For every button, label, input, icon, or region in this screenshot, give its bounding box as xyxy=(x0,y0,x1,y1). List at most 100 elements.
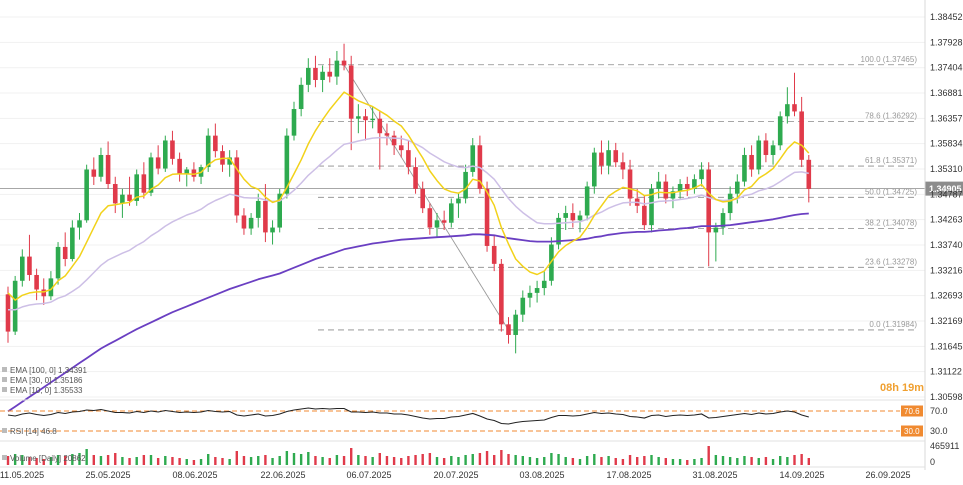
candle-body xyxy=(749,154,754,170)
volume-bar xyxy=(257,456,260,465)
rsi-panel: 70.6 30.0 70.0 30.0 RSI [14] 46.8 xyxy=(0,399,948,437)
candle-body xyxy=(627,169,633,199)
volume-bar xyxy=(493,455,496,465)
candle-body xyxy=(756,140,762,170)
volume-bar xyxy=(450,456,453,465)
y-tick-label: 1.32169 xyxy=(930,316,963,326)
candle-body xyxy=(184,169,190,175)
volume-bar xyxy=(550,453,553,465)
candle-body xyxy=(5,294,11,332)
volume-bar xyxy=(128,458,131,465)
volume-bar xyxy=(142,455,146,465)
candle-body xyxy=(298,84,304,110)
candle-body xyxy=(692,179,697,189)
volume-bar xyxy=(650,455,653,465)
volume-bar xyxy=(371,457,374,465)
volume-bar xyxy=(728,457,732,465)
volume-panel: 465911 0 Volume [Daily] 20862 xyxy=(0,440,959,467)
volume-bar xyxy=(357,455,360,465)
candle-body xyxy=(441,220,447,223)
legend-entry: EMA [100, 0] 1.34391 xyxy=(10,366,87,375)
rsi-level-label: 70.6 xyxy=(904,407,920,416)
volume-bar xyxy=(750,457,753,465)
volume-bar xyxy=(35,458,38,465)
candle-body xyxy=(434,220,440,228)
candle-body xyxy=(720,213,726,228)
candle-body xyxy=(41,289,47,297)
candle-body xyxy=(348,65,354,119)
fib-level-label: 78.6 (1.36292) xyxy=(865,112,917,121)
x-tick-label: 31.08.2025 xyxy=(692,470,737,480)
rsi-legend-label: RSI [14] 46.8 xyxy=(10,427,57,436)
candle-body xyxy=(77,220,82,228)
volume-bar xyxy=(285,451,289,465)
volume-bar xyxy=(521,456,524,465)
candle-body xyxy=(677,184,683,192)
candle-body xyxy=(34,274,39,290)
volume-bar xyxy=(106,455,110,465)
volume-bar xyxy=(149,455,153,465)
candle-body xyxy=(327,71,333,77)
volume-bar xyxy=(636,457,639,465)
y-tick-label: 1.36357 xyxy=(930,113,963,123)
volume-bar xyxy=(28,457,31,465)
volume-bar xyxy=(335,455,339,465)
volume-bar xyxy=(121,457,124,465)
volume-bar xyxy=(543,457,546,465)
candle-body xyxy=(556,217,561,245)
y-tick-label: 1.30598 xyxy=(930,392,963,402)
candle-body xyxy=(456,198,461,204)
volume-bar xyxy=(400,458,403,465)
volume-bar xyxy=(657,457,660,465)
x-tick-label: 08.06.2025 xyxy=(172,470,217,480)
ema-lines xyxy=(7,91,810,413)
candle-body xyxy=(163,140,168,169)
volume-legend-label: Volume [Daily] 20862 xyxy=(10,454,86,463)
candle-body xyxy=(384,133,390,136)
candle-body xyxy=(141,174,147,193)
rsi-tick-label: 30.0 xyxy=(930,426,948,436)
current-price-line: 1.34905 xyxy=(0,181,963,196)
fib-level-label: 38.2 (1.34078) xyxy=(865,219,917,228)
volume-bar xyxy=(56,455,60,465)
y-tick-label: 1.35834 xyxy=(930,139,963,149)
fibonacci-trendline xyxy=(343,64,509,331)
candle-body xyxy=(577,215,583,221)
y-tick-label: 1.37928 xyxy=(930,37,963,47)
volume-bar xyxy=(786,457,789,465)
volume-bar xyxy=(64,456,67,465)
volume-bar xyxy=(214,457,217,465)
candle-body xyxy=(84,169,89,221)
candle-body xyxy=(491,245,497,264)
legend-checkbox xyxy=(2,387,7,392)
candle-body xyxy=(420,188,425,209)
volume-bar xyxy=(743,456,746,465)
y-tick-label: 1.32693 xyxy=(930,291,963,301)
volume-bar xyxy=(714,455,718,465)
candle-body xyxy=(713,227,719,233)
fib-level-label: 23.6 (1.33278) xyxy=(865,257,917,266)
candle-body xyxy=(112,184,118,204)
candle-body xyxy=(777,116,783,146)
candle-body xyxy=(806,159,812,189)
volume-bar xyxy=(485,451,489,465)
y-tick-label: 1.33740 xyxy=(930,240,963,250)
volume-bar xyxy=(621,459,625,465)
candle-body xyxy=(742,154,747,182)
candle-body xyxy=(191,169,197,177)
volume-bar xyxy=(71,454,74,465)
volume-tick-label: 465911 xyxy=(930,441,959,451)
candle-body xyxy=(263,200,268,233)
candle-body xyxy=(735,181,740,194)
volume-bar xyxy=(686,460,689,465)
volume-bar xyxy=(478,453,482,465)
volume-bar xyxy=(764,457,768,465)
volume-bar xyxy=(392,457,396,465)
candle-body xyxy=(613,150,619,163)
candle-body xyxy=(727,193,733,214)
candle-body xyxy=(398,145,404,151)
candle-body xyxy=(363,116,368,121)
candle-body xyxy=(670,191,676,199)
candle-body xyxy=(320,71,325,80)
